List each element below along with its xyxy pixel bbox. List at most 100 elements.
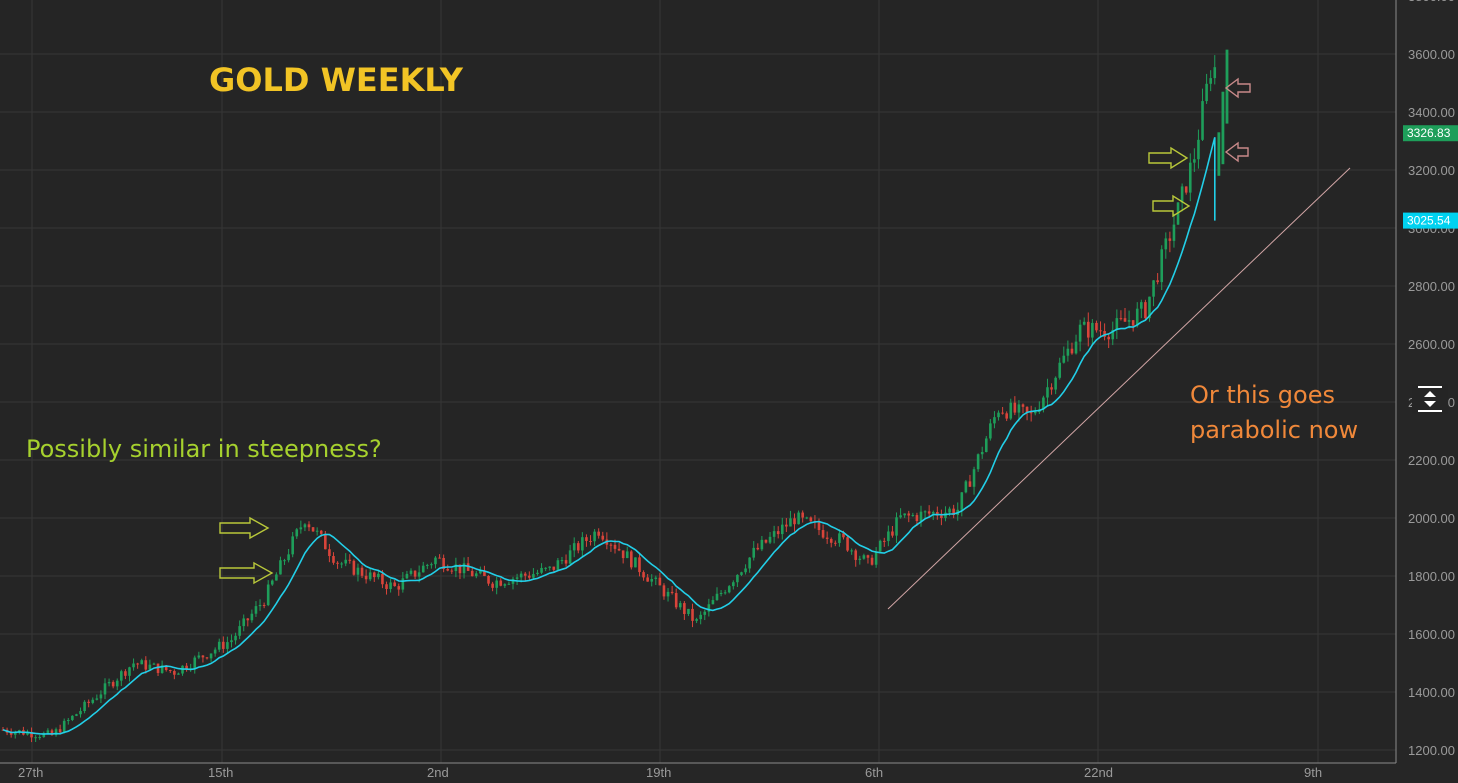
candle-body — [850, 550, 853, 552]
candle-body — [491, 583, 494, 588]
candle-body — [201, 655, 205, 658]
candle-body — [136, 663, 139, 665]
x-tick-label: 22nd — [1084, 765, 1113, 780]
candle-body — [299, 527, 303, 530]
candle-body — [984, 438, 988, 453]
candle-body — [128, 667, 131, 676]
candle-body — [931, 512, 935, 514]
moving-average-line — [2, 137, 1216, 735]
candle-body — [507, 583, 511, 585]
candle-body — [797, 512, 800, 525]
candle-body — [997, 412, 1000, 418]
candle-body — [332, 556, 335, 563]
annotation-steepness: Possibly similar in steepness? — [26, 435, 382, 463]
y-tick-label: 1600.00 — [1408, 627, 1455, 642]
candle-body — [226, 642, 229, 649]
candle-body — [695, 619, 698, 621]
candle-body — [303, 524, 307, 528]
candle-body — [923, 511, 927, 513]
candle-body — [646, 577, 649, 582]
candle-body — [344, 559, 348, 564]
candle-body — [258, 605, 262, 607]
candle-body — [42, 732, 46, 738]
candle-body — [548, 566, 552, 568]
candle-body — [1209, 78, 1212, 84]
right-arrow-icon — [1148, 146, 1189, 170]
candle-body — [834, 542, 837, 544]
candle-body — [1021, 404, 1025, 407]
candle-body — [1172, 224, 1176, 241]
x-tick-label: 27th — [18, 765, 43, 780]
candle-body — [948, 508, 951, 513]
y-tick-label: 2600.00 — [1408, 337, 1455, 352]
candle-body — [450, 570, 454, 572]
left-arrow-icon — [1224, 141, 1249, 163]
candle-body — [426, 564, 429, 566]
candle-body — [148, 664, 152, 670]
autoscale-icon[interactable] — [1412, 384, 1448, 414]
candle-body — [993, 417, 996, 424]
candle-body — [1009, 402, 1013, 419]
candle-body — [723, 592, 727, 594]
candle-body — [540, 567, 543, 573]
candle-body — [1070, 348, 1074, 354]
candle-body — [1201, 101, 1204, 140]
candle-body — [13, 732, 17, 735]
price-badge — [1403, 125, 1458, 142]
candle-body — [401, 578, 405, 590]
candle-body — [1033, 411, 1037, 414]
candle-body — [536, 572, 539, 575]
candle-body — [222, 641, 225, 649]
candle-body — [66, 719, 70, 721]
candle-body — [1119, 318, 1123, 320]
candle-body — [462, 563, 466, 574]
candle-body — [1168, 238, 1172, 241]
candle-body — [1099, 330, 1102, 332]
time-axis-panel[interactable] — [0, 764, 1396, 783]
candle-body — [91, 699, 95, 703]
candle-body — [732, 582, 735, 587]
candle-body — [75, 714, 78, 716]
candle-body — [474, 573, 478, 577]
candle-body — [458, 564, 462, 574]
chart-title: GOLD WEEKLY — [209, 61, 464, 99]
candle-body — [793, 518, 796, 525]
x-tick-label: 9th — [1304, 765, 1322, 780]
x-tick-label: 6th — [865, 765, 883, 780]
candle-body — [625, 551, 629, 559]
candle-body — [882, 540, 886, 542]
candle-body — [421, 565, 425, 573]
x-tick-label: 2nd — [427, 765, 449, 780]
price-badge-label: 3025.54 — [1407, 214, 1451, 228]
candle-body — [1005, 413, 1008, 419]
candle-body — [760, 539, 764, 550]
candle-body — [515, 577, 519, 579]
candle-body — [919, 511, 923, 522]
candle-body — [842, 533, 845, 538]
candle-body — [976, 454, 980, 470]
candle-body — [846, 537, 849, 551]
candle-body — [1042, 397, 1045, 410]
candle-body — [417, 572, 421, 577]
candle-body — [1135, 308, 1139, 326]
candle-body — [1058, 362, 1062, 378]
candle-body — [185, 665, 188, 670]
candle-body — [662, 585, 666, 597]
candle-body — [446, 568, 450, 571]
candle-body — [544, 567, 547, 569]
candle-body — [785, 524, 788, 527]
candle-body — [866, 555, 870, 558]
candle-body — [1217, 132, 1221, 176]
candle-body — [523, 573, 527, 576]
candle-body — [495, 580, 498, 588]
candle-body — [360, 567, 364, 576]
candle-body — [205, 657, 209, 659]
candle-body — [727, 586, 731, 593]
candle-body — [1082, 321, 1086, 325]
candle-body — [50, 730, 54, 736]
y-tick-label: 3400.00 — [1408, 105, 1455, 120]
candle-body — [1164, 238, 1168, 250]
candle-body — [870, 557, 874, 565]
candle-body — [609, 544, 613, 546]
